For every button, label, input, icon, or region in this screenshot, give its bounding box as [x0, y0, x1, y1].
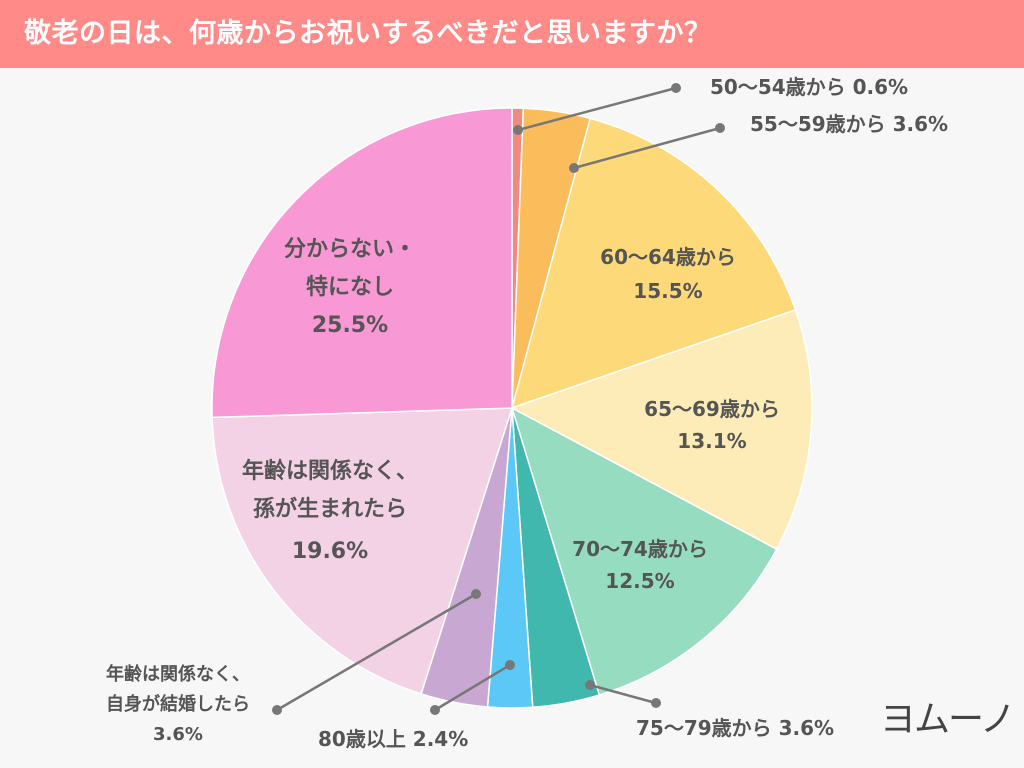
- slice-label-9: 分からない・: [284, 237, 416, 262]
- leader-line-0: [517, 86, 677, 132]
- slice-label-0: 50〜54歳から 0.6%: [710, 75, 908, 99]
- slice-label-2: 15.5%: [633, 279, 702, 303]
- slice-label-4: 12.5%: [605, 569, 674, 593]
- slice-label-9: 特になし: [306, 274, 394, 300]
- slice-label-9: 25.5%: [312, 313, 388, 338]
- slice-label-7: 自身が結婚したら: [106, 693, 250, 715]
- slice-label-4: 70〜74歳から: [572, 537, 708, 561]
- slice-label-7: 年齢は関係なく、: [106, 663, 250, 685]
- pie-slice-9: [211, 107, 513, 419]
- leader-dot-5: [585, 680, 595, 690]
- leader-line-5: [589, 683, 657, 705]
- leader-dot-end-6: [430, 705, 440, 715]
- pie-slice-3: [510, 308, 813, 551]
- leader-line-1: [573, 126, 721, 170]
- slice-label-2: 60〜64歳から: [600, 245, 736, 269]
- leader-dot-end-0: [671, 83, 681, 93]
- leader-line-6: [434, 663, 511, 712]
- leader-dot-7: [471, 589, 481, 599]
- slice-label-3: 65〜69歳から: [644, 397, 780, 421]
- pie-slice-8: [211, 407, 514, 695]
- leader-dot-1: [569, 163, 579, 173]
- slice-label-8: 年齢は関係なく、: [242, 458, 418, 484]
- leader-dot-end-1: [715, 123, 725, 133]
- logo-text: ヨムーノ: [880, 699, 1016, 740]
- slice-label-6: 80歳以上 2.4%: [318, 727, 468, 751]
- slice-label-8: 19.6%: [292, 539, 368, 564]
- slice-label-5: 75〜79歳から 3.6%: [636, 716, 834, 740]
- slice-label-1: 55〜59歳から 3.6%: [750, 112, 948, 136]
- slice-label-8: 孫が生まれたら: [253, 496, 407, 522]
- logo: ヨムーノ: [880, 690, 1016, 742]
- leader-dot-0: [513, 125, 523, 135]
- chart-title: 敬老の日は、何歳からお祝いするべきだと思いますか？: [0, 0, 1024, 68]
- pie-slice-2: [510, 117, 797, 410]
- leader-dot-end-5: [651, 698, 661, 708]
- leader-line-7: [276, 592, 477, 712]
- slice-label-7: 3.6%: [153, 724, 203, 745]
- leader-dot-6: [505, 660, 515, 670]
- leader-dot-end-7: [272, 705, 282, 715]
- slice-label-3: 13.1%: [677, 429, 746, 453]
